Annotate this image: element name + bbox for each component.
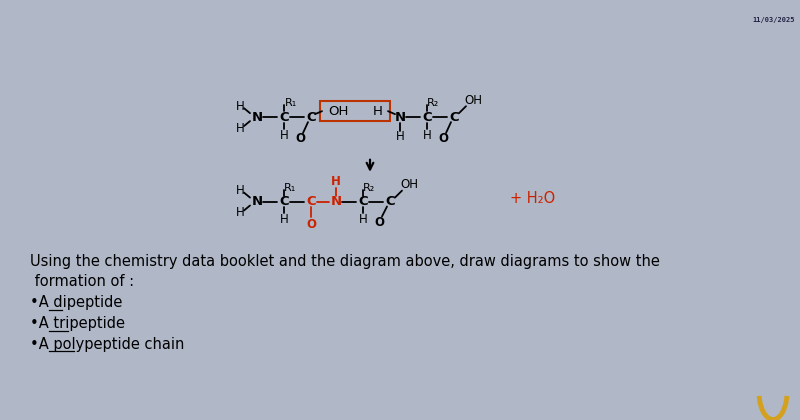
Text: R₂: R₂ — [427, 98, 439, 108]
Text: N: N — [330, 195, 342, 208]
Text: H: H — [236, 206, 244, 219]
Text: O: O — [374, 216, 384, 229]
Text: C: C — [449, 110, 459, 123]
Text: 11/03/2025: 11/03/2025 — [752, 17, 794, 23]
Text: C: C — [358, 195, 368, 208]
Text: •A polypeptide chain: •A polypeptide chain — [30, 337, 184, 352]
Text: C: C — [306, 110, 316, 123]
Text: R₂: R₂ — [363, 183, 375, 193]
Text: C: C — [385, 195, 395, 208]
Text: OH: OH — [400, 178, 418, 191]
Text: OH: OH — [464, 94, 482, 107]
Text: C: C — [279, 195, 289, 208]
Text: OH: OH — [328, 105, 348, 118]
Text: N: N — [394, 110, 406, 123]
Text: H: H — [236, 121, 244, 134]
Text: H: H — [236, 184, 244, 197]
Text: O: O — [438, 132, 448, 145]
Text: H: H — [422, 129, 431, 142]
Text: O: O — [295, 132, 305, 145]
Text: O: O — [306, 218, 316, 231]
Text: •A dipeptide: •A dipeptide — [30, 295, 122, 310]
Text: •A tripeptide: •A tripeptide — [30, 316, 125, 331]
Text: R₁: R₁ — [285, 98, 297, 108]
Text: C: C — [279, 110, 289, 123]
Text: H: H — [236, 100, 244, 113]
Text: H: H — [280, 213, 288, 226]
Text: Using the chemistry data booklet and the diagram above, draw diagrams to show th: Using the chemistry data booklet and the… — [30, 254, 660, 269]
Text: H: H — [358, 213, 367, 226]
Text: + H₂O: + H₂O — [510, 191, 555, 206]
Text: H: H — [331, 175, 341, 188]
Text: N: N — [251, 195, 262, 208]
Text: C: C — [306, 195, 316, 208]
Text: H: H — [373, 105, 383, 118]
Text: N: N — [251, 110, 262, 123]
Bar — [320, 101, 390, 121]
Text: H: H — [280, 129, 288, 142]
Text: formation of :: formation of : — [30, 274, 134, 289]
Text: R₁: R₁ — [284, 183, 296, 193]
Text: H: H — [396, 131, 404, 144]
Text: C: C — [422, 110, 432, 123]
